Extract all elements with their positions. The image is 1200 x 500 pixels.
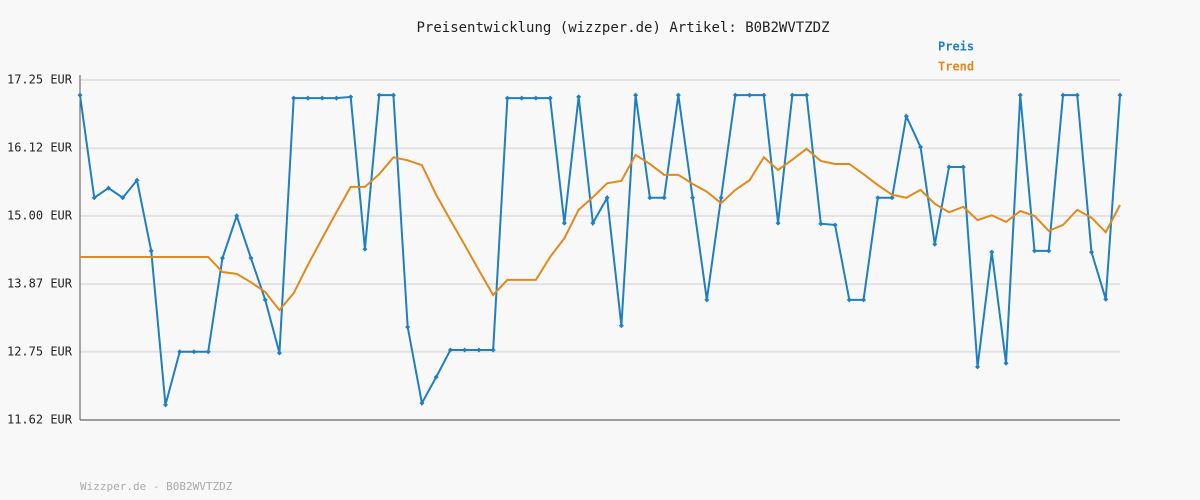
point-marker [1074, 92, 1080, 98]
point-marker [761, 92, 767, 98]
point-marker [533, 95, 539, 101]
point-marker [918, 144, 924, 150]
point-marker [419, 400, 425, 406]
point-marker [1103, 296, 1109, 302]
point-marker [191, 349, 197, 355]
point-marker [276, 350, 282, 356]
legend-label: Preis [938, 40, 974, 54]
y-tick-label: 12.75 EUR [7, 344, 73, 358]
point-marker [219, 255, 225, 261]
point-marker [77, 92, 83, 98]
point-marker [946, 164, 952, 170]
point-marker [333, 95, 339, 101]
point-marker [804, 92, 810, 98]
point-marker [704, 297, 710, 303]
point-marker [504, 95, 510, 101]
point-marker [1117, 92, 1123, 98]
point-marker [1017, 92, 1023, 98]
point-marker [234, 213, 240, 219]
point-marker [148, 248, 154, 254]
point-marker [861, 297, 867, 303]
point-marker [162, 402, 168, 408]
point-marker [248, 255, 254, 261]
point-marker [319, 95, 325, 101]
point-marker [690, 195, 696, 201]
point-marker [134, 177, 140, 183]
point-marker [120, 195, 126, 201]
point-marker [903, 113, 909, 119]
point-marker [661, 195, 667, 201]
y-tick-label: 11.62 EUR [7, 413, 73, 427]
point-marker [618, 323, 624, 329]
point-marker [590, 220, 596, 226]
point-marker [348, 94, 354, 100]
legend-label: Trend [938, 60, 974, 74]
point-marker [476, 347, 482, 353]
point-marker [889, 195, 895, 201]
y-tick-label: 17.25 EUR [7, 73, 73, 87]
point-marker [818, 221, 824, 227]
point-marker [1046, 248, 1052, 254]
point-marker [747, 92, 753, 98]
point-marker [447, 347, 453, 353]
series-line [79, 94, 1121, 407]
point-marker [975, 364, 981, 370]
point-marker [846, 297, 852, 303]
footer: Wizzper.de - B0B2WVTZDZ [80, 480, 233, 493]
y-tick-label: 15.00 EUR [7, 208, 73, 222]
y-tick-label: 13.87 EUR [7, 277, 73, 291]
point-marker [105, 185, 111, 191]
point-marker [932, 241, 938, 247]
point-marker [1089, 249, 1095, 255]
point-marker [647, 195, 653, 201]
point-marker [675, 92, 681, 98]
point-marker [362, 246, 368, 252]
series-line [80, 147, 1121, 312]
point-marker [376, 92, 382, 98]
point-marker [875, 195, 881, 201]
point-marker [960, 164, 966, 170]
point-marker [291, 95, 297, 101]
point-marker [789, 92, 795, 98]
point-marker [832, 222, 838, 228]
point-marker [561, 220, 567, 226]
point-marker [519, 95, 525, 101]
point-marker [405, 324, 411, 330]
point-marker [576, 94, 582, 100]
point-marker [775, 220, 781, 226]
chart-title: Preisentwicklung (wizzper.de) Artikel: B… [416, 20, 829, 36]
point-marker [262, 297, 268, 303]
point-marker [989, 249, 995, 255]
point-marker [390, 92, 396, 98]
point-marker [604, 195, 610, 201]
point-marker [490, 347, 496, 353]
y-tick-label: 16.12 EUR [7, 141, 73, 155]
point-marker [433, 374, 439, 380]
point-marker [732, 92, 738, 98]
point-marker [177, 349, 183, 355]
point-marker [633, 92, 639, 98]
point-marker [547, 95, 553, 101]
point-marker [718, 195, 724, 201]
point-marker [305, 95, 311, 101]
point-marker [91, 195, 97, 201]
point-marker [1032, 248, 1038, 254]
point-marker [462, 347, 468, 353]
point-marker [1060, 92, 1066, 98]
point-marker [1003, 360, 1009, 366]
point-marker [205, 349, 211, 355]
